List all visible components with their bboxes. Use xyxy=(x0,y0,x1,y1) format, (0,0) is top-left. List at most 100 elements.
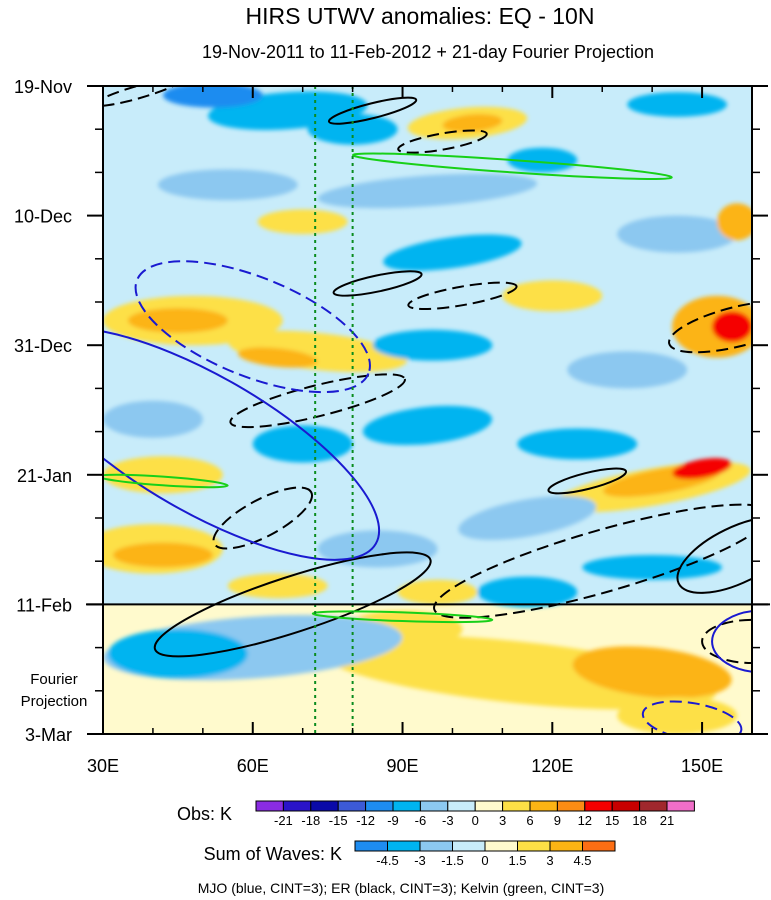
anomaly-blob-negl xyxy=(567,351,688,389)
mjo-contour-solid xyxy=(103,327,381,561)
obs-colorbar-swatch xyxy=(529,800,558,812)
waves-colorbar-level-label: 0 xyxy=(481,853,488,868)
anomaly-blob-wpos xyxy=(617,696,738,734)
anomaly-blob-negl xyxy=(157,169,298,201)
obs-colorbar-level-label: -12 xyxy=(356,813,375,828)
er-contour-dashed xyxy=(668,300,752,354)
er-contour-solid xyxy=(676,516,752,594)
y-tick-label: 19-Nov xyxy=(14,77,72,97)
x-tick-label: 120E xyxy=(531,756,573,776)
y-tick-label: 21-Jan xyxy=(17,466,72,486)
projection-label: Fourier xyxy=(30,671,78,688)
waves-colorbar: Sum of Waves: K -4.5 -3 -1.5 0 1.5 3 4.5 xyxy=(204,840,616,868)
obs-colorbar-label: Obs: K xyxy=(177,804,232,824)
er-contour-dashed xyxy=(397,129,488,154)
obs-colorbar-swatch xyxy=(447,800,476,812)
obs-colorbar-swatch xyxy=(584,800,613,812)
waves-colorbar-level-label: 4.5 xyxy=(573,853,591,868)
anomaly-blob-wneg2 xyxy=(107,629,248,679)
waves-colorbar-swatch xyxy=(419,840,453,852)
anomaly-blob-pos2 xyxy=(237,347,318,368)
anomaly-blob-negl xyxy=(317,530,438,568)
waves-colorbar-level-label: -1.5 xyxy=(441,853,463,868)
obs-colorbar-level-label: -21 xyxy=(274,813,293,828)
er-contour-dashed xyxy=(407,281,518,311)
plot-axes: 30E 60E 90E 120E 150E 19-Nov 10-Dec 31-Dec 21-Ja… xyxy=(14,77,768,776)
plot-frame xyxy=(102,85,753,735)
obs-colorbar-swatch xyxy=(282,800,312,812)
chart-title: HIRS UTWV anomalies: EQ - 10N xyxy=(246,3,595,29)
waves-colorbar-label: Sum of Waves: K xyxy=(204,844,342,864)
waves-colorbar-swatch xyxy=(452,840,486,852)
obs-colorbar-swatch xyxy=(502,800,531,812)
anomaly-blob-negl xyxy=(617,215,738,253)
projection-label: Projection xyxy=(21,693,88,710)
waves-colorbar-level-label: 3 xyxy=(546,853,553,868)
anomaly-blob-pos xyxy=(502,280,603,312)
mjo-contour-dashed xyxy=(134,260,371,394)
obs-colorbar-level-label: -9 xyxy=(387,813,399,828)
anomaly-blob-neg xyxy=(383,234,522,271)
waves-colorbar-level-label: 1.5 xyxy=(508,853,526,868)
er-contour-solid xyxy=(547,467,628,495)
er-contour-dashed xyxy=(433,503,752,619)
x-tick-label: 90E xyxy=(387,756,419,776)
kelvin-contour-solid xyxy=(103,473,229,489)
obs-colorbar-level-label: -15 xyxy=(329,813,348,828)
anomaly-blob-neg xyxy=(627,92,728,117)
waves-colorbar-swatch xyxy=(517,840,551,852)
anomaly-blob-wpos2 xyxy=(572,646,732,699)
chart-subtitle: 19-Nov-2011 to 11-Feb-2012 + 21-day Four… xyxy=(202,42,654,62)
obs-colorbar-swatch xyxy=(639,800,668,812)
waves-colorbar-swatch xyxy=(582,840,616,852)
obs-colorbar-level-label: -6 xyxy=(415,813,427,828)
anomaly-blob-neg xyxy=(517,428,638,460)
obs-colorbar-swatch xyxy=(419,800,449,812)
anomaly-blob-negl xyxy=(103,400,203,438)
obs-colorbar-swatch xyxy=(310,800,339,812)
wave-contours xyxy=(103,86,752,734)
obs-colorbar-level-label: 3 xyxy=(499,813,506,828)
waves-colorbar-swatch xyxy=(387,840,421,852)
waves-colorbar-level-label: -4.5 xyxy=(376,853,398,868)
y-tick-label: 3-Mar xyxy=(25,725,72,745)
waves-colorbar-swatch xyxy=(354,840,388,852)
er-contour-solid xyxy=(332,270,423,297)
obs-colorbar-level-label: 15 xyxy=(605,813,619,828)
obs-colorbar-level-label: 18 xyxy=(632,813,646,828)
y-tick-label: 31-Dec xyxy=(14,336,72,356)
anomaly-blob-pos3 xyxy=(672,458,732,480)
er-contour-dashed xyxy=(229,373,406,429)
obs-colorbar-level-label: 6 xyxy=(526,813,533,828)
anomaly-blob-negl xyxy=(317,173,538,209)
obs-colorbar-swatch xyxy=(611,800,641,812)
anomaly-blob-neg xyxy=(252,425,353,463)
anomaly-blob-neg xyxy=(477,576,578,608)
mjo-contour-dashed xyxy=(641,700,743,734)
obs-colorbar-level-label: 21 xyxy=(660,813,674,828)
contour-legend: MJO (blue, CINT=3); ER (black, CINT=3); … xyxy=(198,880,605,896)
obs-colorbar-level-label: -3 xyxy=(442,813,454,828)
obs-colorbar-swatch xyxy=(666,800,695,812)
er-contour-solid xyxy=(327,96,418,125)
obs-colorbar-level-label: 0 xyxy=(472,813,479,828)
kelvin-contour-solid xyxy=(311,610,494,624)
anomaly-blob-neg xyxy=(582,555,723,580)
anomaly-blob-pos2 xyxy=(127,308,228,333)
obs-colorbar-swatch xyxy=(556,800,586,812)
obs-colorbar-swatch xyxy=(474,800,504,812)
obs-colorbar-swatch xyxy=(255,800,284,812)
obs-colorbar-swatch xyxy=(365,800,394,812)
anomaly-blob-neg2 xyxy=(162,86,263,108)
er-contour-dashed xyxy=(103,86,183,107)
x-tick-label: 30E xyxy=(87,756,119,776)
anomaly-blob-negl xyxy=(458,496,597,540)
obs-colorbar-level-label: -18 xyxy=(301,813,320,828)
obs-colorbar-level-label: 9 xyxy=(554,813,561,828)
anomaly-blob-neg xyxy=(507,147,578,173)
waves-colorbar-swatch xyxy=(484,840,518,852)
anomaly-blob-pos2 xyxy=(442,114,503,133)
anomaly-field xyxy=(103,86,752,734)
obs-colorbar-level-label: 12 xyxy=(578,813,592,828)
anomaly-blob-neg xyxy=(372,329,493,361)
